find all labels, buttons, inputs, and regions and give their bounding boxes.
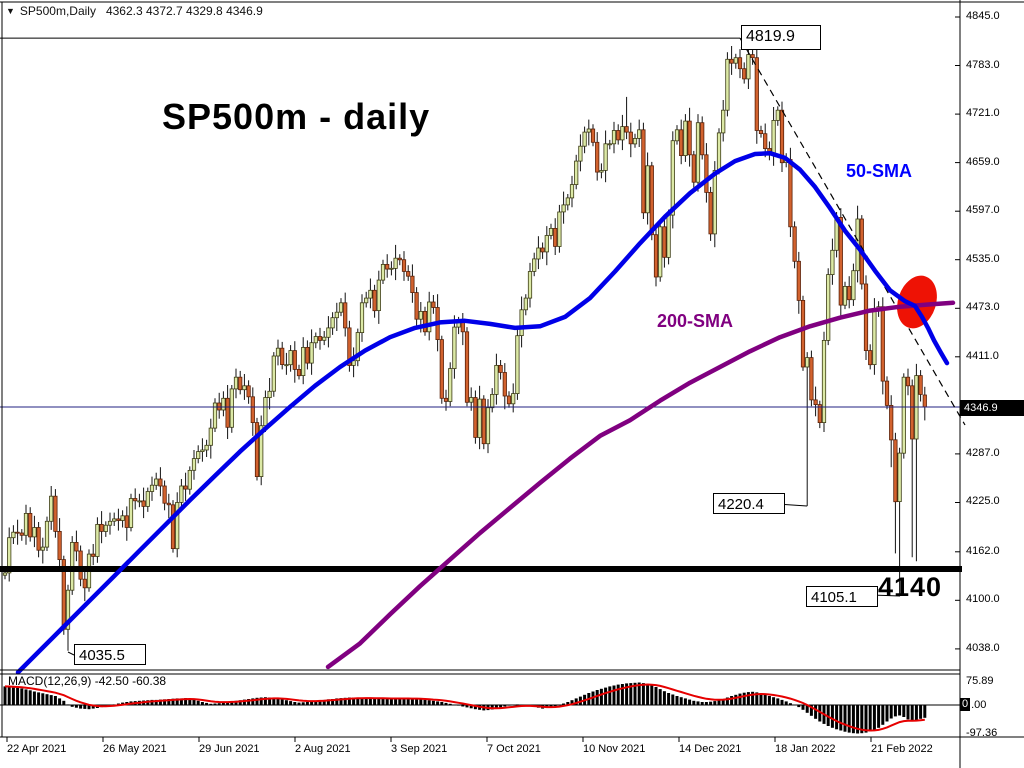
macd-zero-marker: 0 [960, 698, 971, 711]
chart-title: SP500m - daily [162, 96, 431, 137]
price-axis-label: 4659.0 [966, 156, 1000, 168]
sma200-label: 200-SMA [657, 311, 734, 331]
price-axis-label: 4100.0 [966, 593, 1000, 605]
price-axis-label: 4783.0 [966, 59, 1000, 71]
date-axis-label: 18 Jan 2022 [775, 743, 836, 755]
low3-callout[interactable]: 4035.5 [74, 644, 146, 665]
date-axis-label: 7 Oct 2021 [487, 743, 541, 755]
price-axis-label: 4535.0 [966, 253, 1000, 265]
date-axis-label: 26 May 2021 [103, 743, 167, 755]
price-axis-label: 4038.0 [966, 642, 1000, 654]
price-axis-label: 4162.0 [966, 545, 1000, 557]
price-axis-label: 4721.0 [966, 107, 1000, 119]
macd-indicator-values: -42.50 -60.38 [94, 674, 167, 688]
date-axis-label: 22 Apr 2021 [7, 743, 67, 755]
date-axis-label: 29 Jun 2021 [199, 743, 260, 755]
symbol-info-bar: ▼ SP500m,Daily 4362.3 4372.7 4329.8 4346.9 [6, 4, 263, 18]
current-price-label: 4346.9 [960, 400, 1024, 416]
price-axis-label: 4225.0 [966, 495, 1000, 507]
macd-axis-label: 75.89 [966, 675, 994, 687]
symbol-period-label: SP500m,Daily [19, 4, 96, 18]
sma50-label: 50-SMA [846, 161, 913, 181]
symbol-dropdown-icon[interactable]: ▼ [6, 6, 15, 16]
macd-indicator-label: MACD(12,26,9) -42.50 -60.38 [8, 674, 166, 688]
macd-axis-label: -97.36 [966, 727, 998, 739]
macd-zero-axis-label: 0.00 [960, 698, 986, 711]
low1-callout[interactable]: 4220.4 [713, 493, 785, 514]
price-axis-label: 4597.0 [966, 204, 1000, 216]
ohlc-readout: 4362.3 4372.7 4329.8 4346.9 [105, 4, 263, 18]
macd-indicator-name: MACD(12,26,9) [8, 674, 92, 688]
price-axis-label: 4845.0 [966, 10, 1000, 22]
price-axis-label: 4473.0 [966, 301, 1000, 313]
support-level-label: 4140 [878, 572, 943, 602]
date-axis-label: 14 Dec 2021 [679, 743, 742, 755]
price-axis-label: 4287.0 [966, 447, 1000, 459]
date-axis-label: 21 Feb 2022 [871, 743, 933, 755]
date-axis-label: 2 Aug 2021 [295, 743, 351, 755]
date-axis-label: 3 Sep 2021 [391, 743, 448, 755]
low2-callout[interactable]: 4105.1 [806, 586, 878, 607]
price-axis-label: 4411.0 [966, 350, 999, 362]
macd-zero-rest: .00 [971, 698, 987, 711]
date-axis-label: 10 Nov 2021 [583, 743, 646, 755]
high-callout[interactable]: 4819.9 [741, 25, 821, 50]
